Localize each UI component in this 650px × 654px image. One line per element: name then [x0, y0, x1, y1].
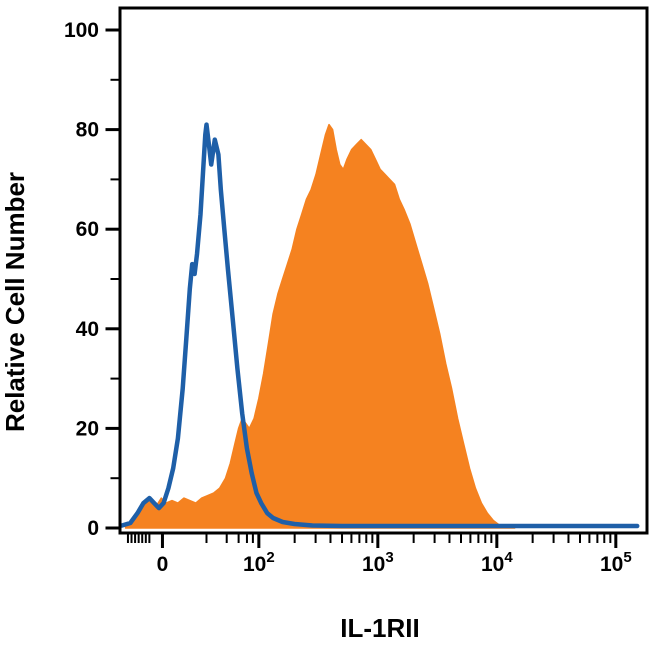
y-tick-label: 40	[76, 318, 99, 341]
x-tick-label: 0	[157, 553, 169, 576]
plot-content: 0 102 103 104 105 0 20 40 60 80 100	[64, 6, 649, 576]
y-tick-label: 60	[76, 218, 99, 241]
y-axis-title: Relative Cell Number	[0, 172, 30, 432]
x-tick-label: 104	[481, 549, 513, 576]
y-tick-label: 0	[87, 517, 99, 540]
y-tick-label: 80	[76, 119, 99, 142]
y-tick-label: 100	[64, 19, 99, 42]
x-axis-title: IL-1RII	[340, 613, 419, 643]
x-tick-label: 105	[600, 549, 632, 576]
x-tick-label: 103	[362, 549, 394, 576]
plot-frame	[118, 6, 649, 535]
blue-open-histogram	[119, 122, 640, 529]
orange-filled-histogram	[124, 123, 516, 529]
x-tick-label: 102	[243, 549, 275, 576]
y-tick-label: 20	[76, 417, 99, 440]
